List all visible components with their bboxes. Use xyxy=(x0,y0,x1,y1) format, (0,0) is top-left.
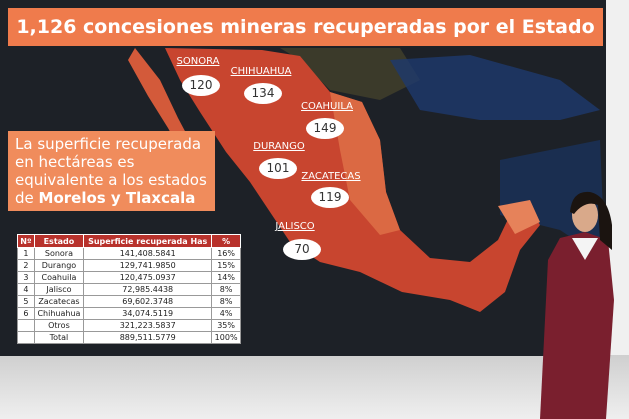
count-bubble: 101 xyxy=(259,158,297,179)
count-bubble: 134 xyxy=(244,83,282,104)
count-bubble: 120 xyxy=(182,75,220,96)
table-cell: 129,741.9850 xyxy=(83,259,213,272)
count-bubble: 70 xyxy=(283,239,321,260)
table-cell: Sonora xyxy=(33,247,85,260)
callout: La superficie recuperada en hectáreas es… xyxy=(8,131,215,211)
data-table: Nº Estado Superficie recuperada Has% 1 Sonor… xyxy=(17,234,241,344)
floor xyxy=(0,355,629,419)
table-cell: Durango xyxy=(33,259,85,272)
state-label: COAHUILA xyxy=(301,101,353,112)
header-row: Nº Estado Superficie recuperada Has% xyxy=(17,234,241,248)
table-cell: Coahuila xyxy=(33,271,85,284)
table-cell: 34,074.5119 xyxy=(83,307,213,320)
table-cell: 4 xyxy=(17,283,35,296)
header-cell: % xyxy=(211,234,241,248)
table-cell: Chihuahua xyxy=(33,307,85,320)
table-cell: 16% xyxy=(211,247,241,260)
table-cell: 72,985.4438 xyxy=(83,283,213,296)
state-label: JALISCO xyxy=(275,221,315,232)
callout-text: La superficie recuperada en hectáreas es… xyxy=(15,135,207,207)
table-row: 4 Jalisco 72,985.4438 8% xyxy=(17,283,241,296)
table-cell: 2 xyxy=(17,259,35,272)
table-row: 6 Chihuahua 34,074.5119 4% xyxy=(17,307,241,320)
table-row: Total 889,511.5779 100% xyxy=(17,331,241,344)
table-cell: 69,602.3748 xyxy=(83,295,213,308)
table-row: 2 Durango 129,741.9850 15% xyxy=(17,259,241,272)
table-cell: 8% xyxy=(211,283,241,296)
state-label: ZACATECAS xyxy=(301,171,361,182)
header-cell: Nº xyxy=(17,234,35,248)
table-cell: 4% xyxy=(211,307,241,320)
count-bubble: 119 xyxy=(311,187,349,208)
slide-title: 1,126 concesiones mineras recuperadas po… xyxy=(8,8,603,46)
table-row: 5 Zacatecas 69,602.3748 8% xyxy=(17,295,241,308)
table-cell: Otros xyxy=(33,319,85,332)
table-cell: Total xyxy=(33,331,85,344)
table-row: 1 Sonora 141,408.5841 16% xyxy=(17,247,241,260)
state-label: DURANGO xyxy=(253,141,305,152)
table-cell: 3 xyxy=(17,271,35,284)
table-cell: 5 xyxy=(17,295,35,308)
table-cell: 14% xyxy=(211,271,241,284)
table-cell xyxy=(17,331,35,344)
callout-highlight: Morelos y Tlaxcala xyxy=(38,189,196,207)
table-cell: 1 xyxy=(17,247,35,260)
table-cell: Jalisco xyxy=(33,283,85,296)
table-cell: 15% xyxy=(211,259,241,272)
table-row: Otros 321,223.5837 35% xyxy=(17,319,241,332)
table-cell: 100% xyxy=(211,331,241,344)
table-cell: 141,408.5841 xyxy=(83,247,213,260)
table-cell: 6 xyxy=(17,307,35,320)
state-label: SONORA xyxy=(176,56,220,67)
table-cell: 321,223.5837 xyxy=(83,319,213,332)
table-cell xyxy=(17,319,35,332)
header-cell: Estado xyxy=(33,234,85,248)
table-row: 3 Coahuila 120,475.0937 14% xyxy=(17,271,241,284)
table-cell: 35% xyxy=(211,319,241,332)
header-cell: Superficie recuperada Has xyxy=(83,234,213,248)
table-cell: Zacatecas xyxy=(33,295,85,308)
table-cell: 8% xyxy=(211,295,241,308)
count-bubble: 149 xyxy=(306,118,344,139)
state-label: CHIHUAHUA xyxy=(230,66,292,77)
table-cell: 120,475.0937 xyxy=(83,271,213,284)
table-body: 1 Sonora 141,408.5841 16% 2 Durango 129,741.98… xyxy=(17,247,241,344)
speaker xyxy=(540,232,614,419)
table-cell: 889,511.5779 xyxy=(83,331,213,344)
